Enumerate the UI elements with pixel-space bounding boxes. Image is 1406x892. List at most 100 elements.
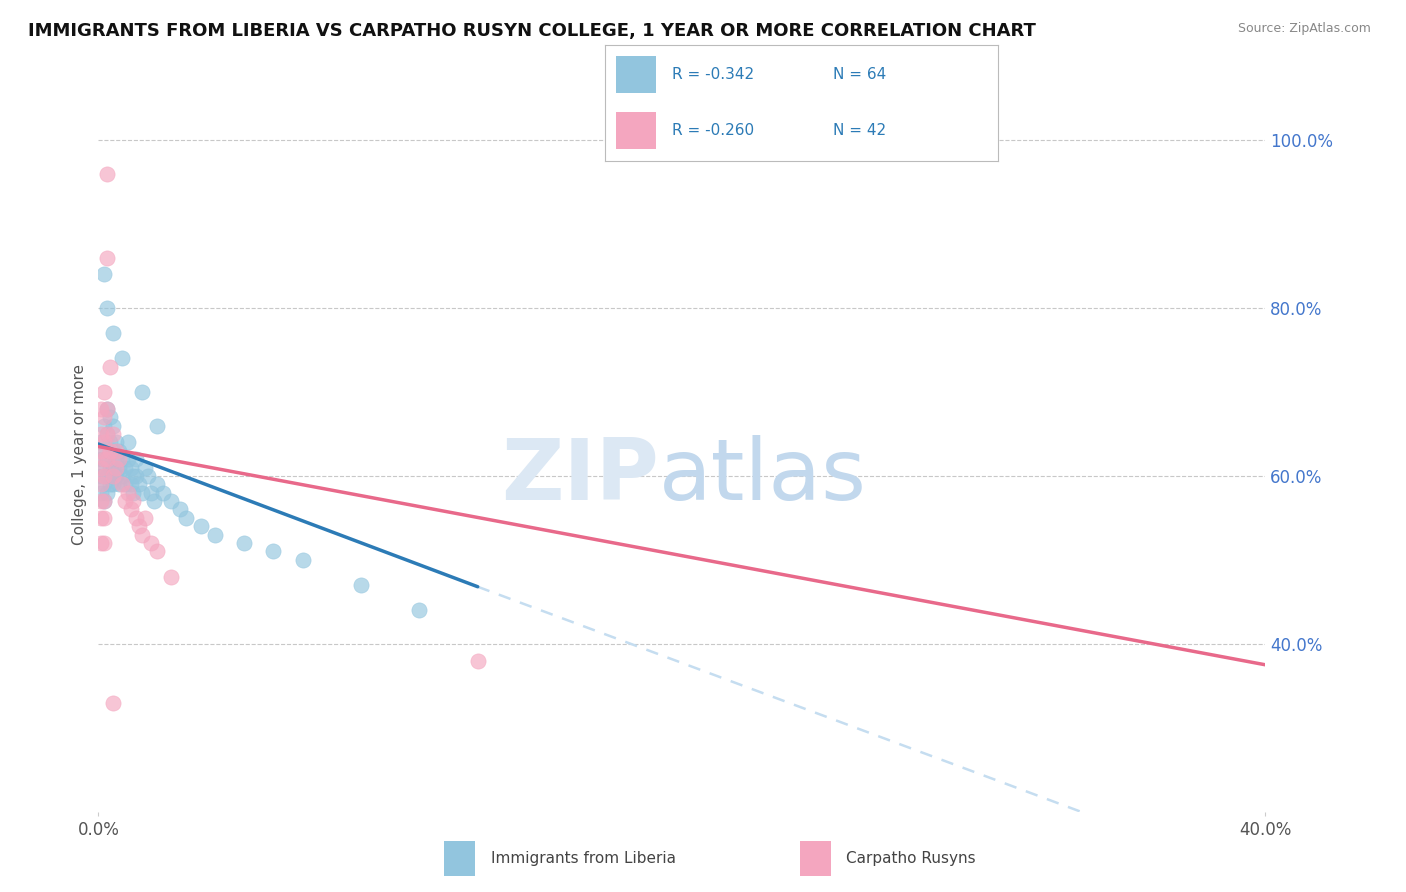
Point bbox=[291, 553, 314, 567]
Point bbox=[101, 477, 124, 491]
Point bbox=[104, 443, 127, 458]
Point bbox=[90, 469, 112, 483]
Point bbox=[111, 469, 134, 483]
Point bbox=[101, 460, 124, 475]
Point bbox=[134, 511, 156, 525]
Point bbox=[136, 469, 159, 483]
Text: N = 64: N = 64 bbox=[832, 67, 886, 82]
Text: R = -0.342: R = -0.342 bbox=[672, 67, 754, 82]
Point bbox=[101, 418, 124, 433]
Text: Immigrants from Liberia: Immigrants from Liberia bbox=[491, 851, 676, 866]
Point bbox=[125, 511, 148, 525]
Point bbox=[114, 460, 136, 475]
Point bbox=[108, 477, 131, 491]
Point bbox=[93, 452, 115, 467]
Point bbox=[101, 426, 124, 441]
Point bbox=[93, 384, 115, 399]
Point bbox=[204, 527, 226, 541]
Point bbox=[117, 435, 139, 450]
Point bbox=[90, 401, 112, 416]
Point bbox=[408, 603, 430, 617]
Point bbox=[104, 452, 127, 467]
Point bbox=[108, 460, 131, 475]
Point bbox=[350, 578, 373, 592]
Point bbox=[96, 426, 118, 441]
Point bbox=[93, 460, 115, 475]
Text: atlas: atlas bbox=[658, 434, 866, 518]
Point bbox=[104, 469, 127, 483]
Point bbox=[93, 494, 115, 508]
Point bbox=[90, 485, 112, 500]
Point bbox=[90, 494, 112, 508]
Point bbox=[98, 410, 121, 425]
Point bbox=[90, 452, 112, 467]
Point bbox=[233, 536, 256, 550]
Point bbox=[93, 536, 115, 550]
Point bbox=[125, 452, 148, 467]
Point bbox=[96, 301, 118, 315]
Point bbox=[90, 426, 112, 441]
Point bbox=[93, 477, 115, 491]
Point bbox=[131, 527, 153, 541]
Point bbox=[108, 452, 131, 467]
Point bbox=[131, 485, 153, 500]
Point bbox=[120, 460, 142, 475]
Point bbox=[160, 494, 183, 508]
Bar bbox=[444, 841, 475, 876]
Point bbox=[101, 326, 124, 341]
Point bbox=[146, 418, 169, 433]
Point bbox=[122, 469, 145, 483]
Point bbox=[90, 460, 112, 475]
Point bbox=[125, 469, 148, 483]
Point bbox=[101, 696, 124, 710]
Point bbox=[90, 511, 112, 525]
Point bbox=[139, 485, 162, 500]
Point bbox=[114, 477, 136, 491]
Point bbox=[174, 511, 197, 525]
Point bbox=[96, 167, 118, 181]
Text: ZIP: ZIP bbox=[501, 434, 658, 518]
Point bbox=[111, 477, 134, 491]
Point bbox=[117, 452, 139, 467]
Point bbox=[101, 443, 124, 458]
Point bbox=[96, 452, 118, 467]
Point bbox=[131, 384, 153, 399]
Point bbox=[96, 251, 118, 265]
Bar bbox=[616, 56, 655, 94]
Point bbox=[262, 544, 284, 558]
Point bbox=[139, 536, 162, 550]
Point bbox=[96, 485, 118, 500]
Point bbox=[152, 485, 174, 500]
Point bbox=[104, 460, 127, 475]
Text: Source: ZipAtlas.com: Source: ZipAtlas.com bbox=[1237, 22, 1371, 36]
Point bbox=[467, 654, 489, 668]
Point bbox=[146, 544, 169, 558]
Point bbox=[122, 485, 145, 500]
Point bbox=[93, 469, 115, 483]
Point bbox=[122, 494, 145, 508]
Point bbox=[146, 477, 169, 491]
Point bbox=[96, 452, 118, 467]
Point bbox=[134, 460, 156, 475]
Point bbox=[93, 418, 115, 433]
Point bbox=[96, 401, 118, 416]
Point bbox=[98, 359, 121, 374]
Point bbox=[142, 494, 165, 508]
Point bbox=[96, 401, 118, 416]
Point bbox=[111, 351, 134, 366]
Point bbox=[93, 435, 115, 450]
Point bbox=[90, 477, 112, 491]
Bar bbox=[800, 841, 831, 876]
Point bbox=[169, 502, 191, 516]
Point bbox=[98, 460, 121, 475]
Y-axis label: College, 1 year or more: College, 1 year or more bbox=[72, 365, 87, 545]
Point bbox=[90, 536, 112, 550]
Point bbox=[128, 477, 150, 491]
Point bbox=[114, 494, 136, 508]
Point bbox=[104, 435, 127, 450]
Point bbox=[98, 443, 121, 458]
Point bbox=[90, 443, 112, 458]
Point bbox=[128, 519, 150, 533]
Text: N = 42: N = 42 bbox=[832, 123, 886, 138]
Bar bbox=[616, 112, 655, 149]
